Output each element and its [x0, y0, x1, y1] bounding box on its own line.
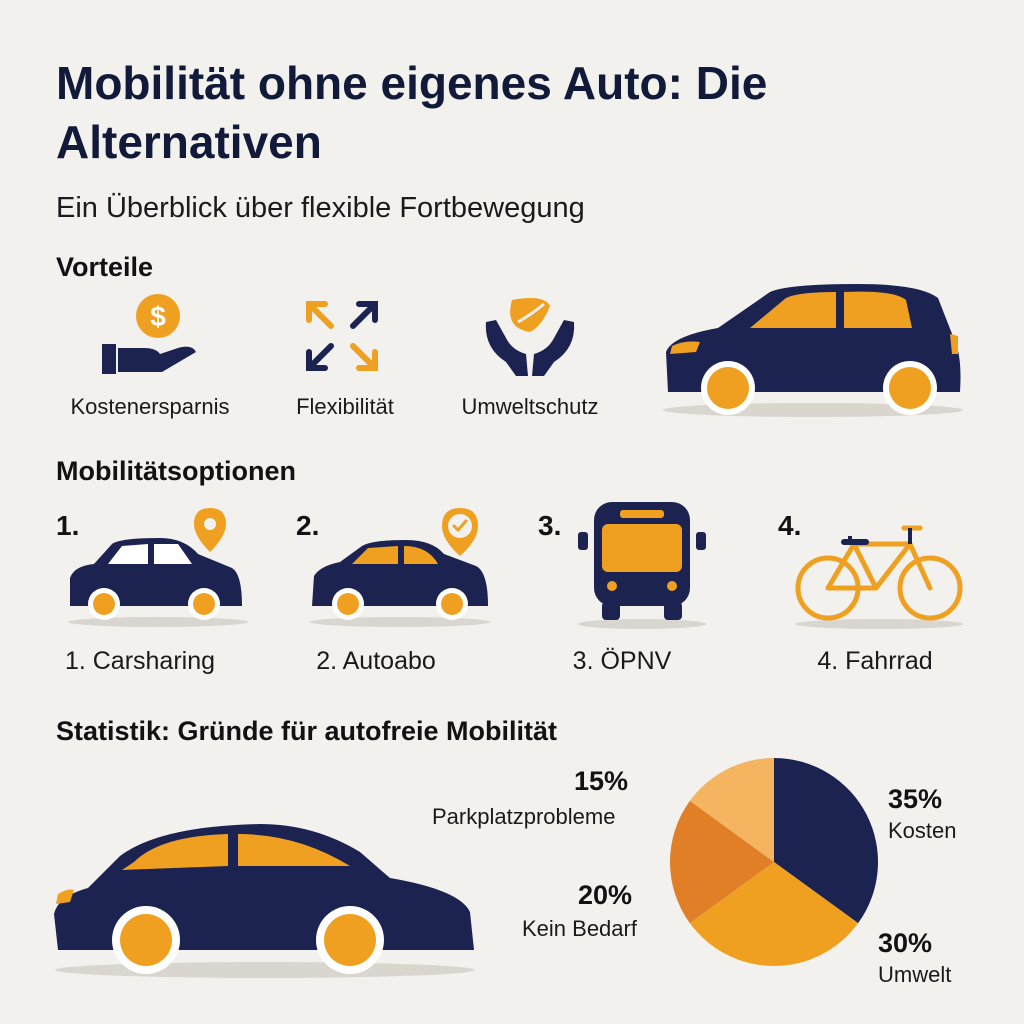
page-title: Mobilität ohne eigenes Auto: Die Alterna…: [56, 57, 768, 168]
leaf-hands-icon: [485, 298, 575, 376]
option-number-2: 2.: [296, 510, 320, 541]
statistics-heading: Statistik: Gründe für autofreie Mobilitä…: [56, 716, 558, 746]
option-label-autoabo: 2. Autoabo: [316, 647, 436, 675]
pie-label-umwelt: Umwelt: [878, 962, 952, 987]
pie-slice-kein-bedarf: [670, 800, 774, 924]
pie-value-umwelt: 30%: [878, 928, 933, 958]
page-subtitle: Ein Überblick über flexible Fortbewegung: [56, 192, 585, 224]
pie-slice-parkplatzprobleme: [689, 758, 774, 862]
advantage-label-costs: Kostenersparnis: [70, 394, 230, 419]
arrows-expand-icon: [306, 301, 378, 371]
option-carsharing-illustration: [68, 508, 248, 627]
money-hand-icon: $: [102, 294, 196, 374]
bicycle-icon: [795, 525, 963, 629]
pie-chart: [670, 758, 878, 966]
option-number-1: 1.: [56, 510, 80, 541]
pie-label-parkplatz: Parkplatzprobleme: [432, 804, 616, 829]
pie-value-kosten: 35%: [888, 784, 943, 814]
option-number-3: 3.: [538, 510, 562, 541]
pie-label-kein-bedarf: Kein Bedarf: [522, 916, 637, 941]
sedan-car-illustration: [54, 824, 475, 978]
hatchback-car-illustration: [663, 284, 963, 417]
advantage-label-environment: Umweltschutz: [461, 394, 599, 419]
pie-value-parkplatz: 15%: [574, 766, 629, 796]
option-label-opnv: 3. ÖPNV: [572, 647, 672, 675]
pie-value-kein-bedarf: 20%: [578, 880, 633, 910]
pie-slice-umwelt: [689, 862, 859, 966]
svg-text:$: $: [150, 301, 166, 332]
option-autoabo-illustration: [310, 508, 490, 627]
pie-slice-kosten: [774, 758, 878, 924]
options-heading: Mobilitätsoptionen: [56, 456, 296, 486]
bus-icon: [578, 502, 706, 629]
advantages-heading: Vorteile: [56, 252, 154, 282]
pie-label-kosten: Kosten: [888, 818, 957, 843]
option-label-fahrrad: 4. Fahrrad: [817, 647, 933, 675]
option-number-4: 4.: [778, 510, 802, 541]
advantage-label-flexibility: Flexibilität: [296, 394, 394, 419]
option-label-carsharing: 1. Carsharing: [64, 647, 216, 675]
